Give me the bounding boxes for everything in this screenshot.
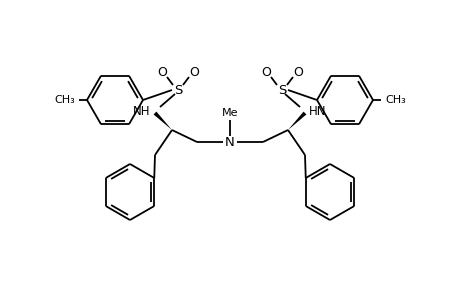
Text: O: O	[292, 65, 302, 79]
Text: CH₃: CH₃	[54, 95, 75, 105]
Text: O: O	[157, 65, 167, 79]
Text: S: S	[277, 83, 285, 97]
Text: HN: HN	[308, 104, 326, 118]
Text: O: O	[189, 65, 198, 79]
Text: N: N	[224, 136, 235, 148]
Polygon shape	[287, 112, 306, 130]
Text: O: O	[261, 65, 270, 79]
Polygon shape	[153, 112, 172, 130]
Text: Me: Me	[221, 108, 238, 118]
Text: NH: NH	[133, 104, 151, 118]
Text: S: S	[174, 83, 182, 97]
Text: CH₃: CH₃	[384, 95, 405, 105]
